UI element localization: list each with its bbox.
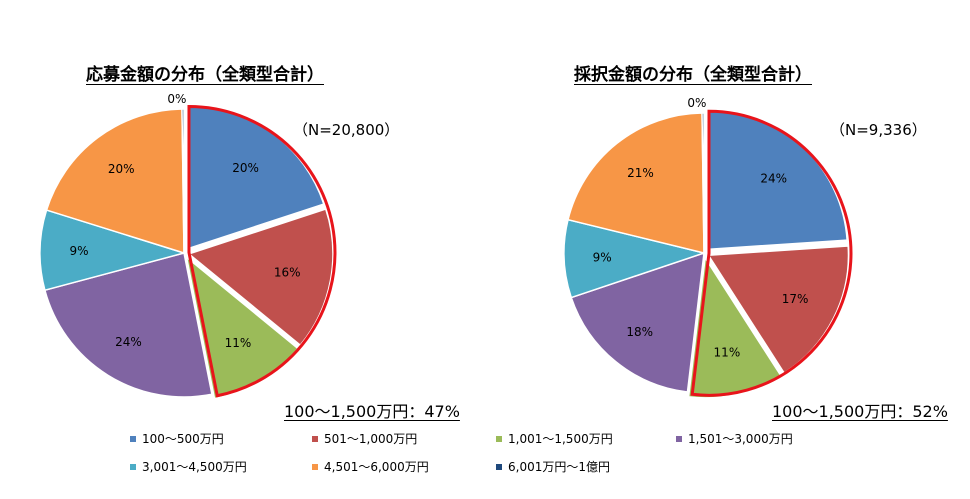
legend-label: 100～500万円	[142, 432, 224, 446]
legend-swatch	[312, 463, 318, 470]
slice-label: 11%	[225, 336, 252, 350]
chart-title-left: 応募金額の分布（全類型合計）	[86, 65, 324, 85]
slice-label: 21%	[627, 166, 654, 180]
legend-item: 1,501～3,000万円	[676, 430, 793, 447]
legend-swatch	[496, 435, 502, 442]
slice-label: 0%	[167, 92, 186, 106]
slice-label: 11%	[714, 345, 741, 359]
legend-item: 1,001～1,500万円	[496, 430, 613, 447]
legend-item: 100～500万円	[130, 430, 224, 447]
legend-item: 3,001～4,500万円	[130, 458, 247, 475]
chart-title-right: 採択金額の分布（全類型合計）	[574, 65, 812, 85]
legend-label: 1,501～3,000万円	[688, 432, 793, 446]
legend-swatch	[496, 463, 502, 470]
n-label-left: （N=20,800）	[293, 121, 400, 139]
slice-label: 16%	[274, 265, 301, 279]
pie-slice	[43, 252, 213, 398]
slice-label: 20%	[232, 161, 259, 175]
slice-label: 24%	[760, 172, 787, 186]
slice-label: 20%	[108, 162, 135, 176]
pie-slice	[39, 209, 187, 292]
pie-slice	[181, 108, 185, 254]
slice-label: 17%	[782, 292, 809, 306]
slice-label: 18%	[626, 325, 653, 339]
legend-swatch	[130, 435, 136, 442]
highlight-outline	[690, 109, 853, 397]
legend-label: 3,001～4,500万円	[142, 460, 247, 474]
slice-label: 9%	[69, 244, 88, 258]
pie-chart-left: 20% 16% 11% 24% 9% 20% 0%	[39, 92, 337, 400]
legend-item: 501～1,000万円	[312, 430, 417, 447]
pie-slice	[45, 108, 185, 255]
legend-label: 501～1,000万円	[324, 432, 418, 446]
pie-slice	[563, 218, 707, 299]
legend-swatch	[130, 463, 136, 470]
slice-label: 0%	[687, 96, 706, 110]
legend-label: 4,501～6,000万円	[324, 460, 429, 474]
pie-slice	[567, 112, 705, 254]
slice-label: 24%	[115, 335, 142, 349]
highlight-outline	[187, 105, 337, 398]
pie-chart-right: 24% 17% 11% 18% 9% 21% 0%	[563, 96, 853, 399]
slice-label: 9%	[593, 250, 612, 264]
pie-slice	[701, 112, 705, 254]
legend-item: 6,001万円～1億円	[496, 458, 610, 475]
pie-slice	[570, 251, 705, 393]
summary-right: 100～1,500万円：52%	[772, 402, 948, 421]
n-label-right: （N=9,336）	[830, 121, 927, 139]
summary-left: 100～1,500万円：47%	[284, 402, 460, 421]
legend-label: 6,001万円～1億円	[508, 460, 610, 474]
legend-label: 1,001～1,500万円	[508, 432, 613, 446]
legend-swatch	[676, 435, 682, 442]
legend-swatch	[312, 435, 318, 442]
legend-item: 4,501～6,000万円	[312, 458, 429, 475]
